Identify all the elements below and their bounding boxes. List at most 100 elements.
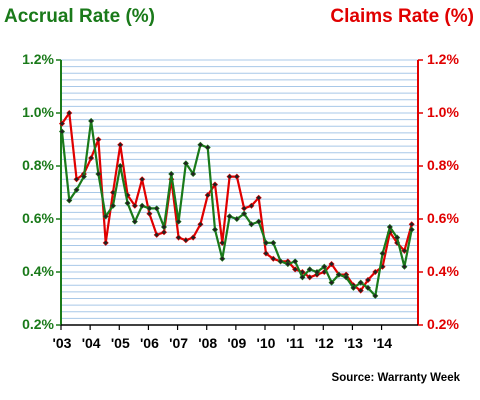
claims-rate-point (255, 194, 262, 201)
accrual-rate-point (241, 210, 248, 217)
right-y-tick-label: 0.8% (427, 157, 459, 173)
accrual-rate-title: Accrual Rate (%) (4, 6, 155, 27)
accrual-rate-point (299, 274, 306, 281)
accrual-rate-point (73, 186, 80, 193)
left-y-tick-label: 0.8% (22, 157, 54, 173)
claims-rate-point (211, 181, 219, 188)
right-y-tick-label: 1.2% (427, 51, 459, 67)
right-y-tick-label: 0.6% (427, 210, 459, 226)
left-y-tick-label: 1.2% (22, 51, 54, 67)
accrual-rate-point (139, 202, 146, 209)
claims-rate-point (233, 173, 240, 180)
accrual-rate-point (350, 284, 357, 291)
claims-rate-point (182, 237, 189, 244)
accrual-rate-point (233, 215, 240, 223)
accrual-rate-point (248, 221, 255, 228)
x-tick-label: '09 (227, 335, 247, 351)
x-tick-label: '04 (81, 335, 101, 351)
claims-rate-point (95, 136, 102, 143)
x-tick-label: '07 (169, 335, 189, 351)
claims-rate-point (160, 229, 168, 236)
accrual-rate-point (386, 223, 393, 230)
accrual-rate-point (401, 263, 408, 270)
claims-rate-point (102, 239, 109, 246)
accrual-rate-point (109, 202, 117, 209)
accrual-rate-point (197, 141, 204, 148)
right-y-tick-label: 1.0% (427, 104, 459, 120)
left-y-tick-label: 0.2% (22, 316, 54, 332)
accrual-rate-point (117, 162, 124, 170)
accrual-rate-point (80, 173, 87, 180)
accrual-rate-point (204, 144, 211, 151)
x-tick-label: '11 (286, 335, 305, 351)
claims-rate-point (58, 120, 66, 127)
claims-rate-point (401, 247, 408, 254)
accrual-rate-point (131, 218, 138, 225)
accrual-rate-point (372, 292, 379, 299)
x-tick-label: '14 (373, 335, 393, 351)
claims-rate-point (262, 250, 270, 257)
accrual-rate-point (190, 170, 197, 177)
claims-rate-point (270, 255, 277, 262)
accrual-rate-point (160, 223, 168, 230)
accrual-rate-point (364, 284, 372, 291)
claims-rate-point (139, 176, 146, 183)
right-y-tick-label: 0.4% (427, 263, 459, 279)
accrual-rate-point (262, 239, 270, 246)
claims-rate-point (372, 268, 379, 276)
source-note: Source: Warranty Week (331, 372, 460, 384)
left-y-tick-label: 0.6% (22, 210, 54, 226)
accrual-rate-point (277, 258, 284, 265)
accrual-rate-point (219, 255, 226, 262)
accrual-rate-point (226, 213, 233, 220)
accrual-rate-point (66, 197, 73, 204)
accrual-rate-point (408, 226, 415, 233)
claims-rate-point (248, 202, 255, 209)
accrual-rate-point (284, 261, 291, 268)
left-y-tick-label: 0.4% (22, 263, 54, 279)
claims-rate-point (190, 234, 197, 241)
accrual-rate-point (146, 205, 153, 212)
x-tick-label: '08 (198, 335, 218, 351)
accrual-rate-point (175, 218, 182, 225)
claims-rate-point (364, 276, 372, 283)
claims-rate-point (175, 234, 182, 241)
accrual-rate-point (255, 218, 262, 225)
right-y-tick-label: 0.2% (427, 316, 459, 332)
x-tick-label: '12 (314, 335, 334, 351)
claims-rate-point (292, 266, 299, 273)
accrual-rate-point (357, 279, 364, 286)
x-tick-label: '05 (110, 335, 130, 351)
claims-rate-point (226, 173, 233, 180)
left-y-tick-label: 1.0% (22, 104, 54, 120)
x-tick-label: '03 (52, 335, 72, 351)
claims-rate-point (66, 109, 73, 117)
claims-rate-point (131, 202, 138, 209)
claims-rate-point (73, 176, 80, 183)
accrual-rate-point (394, 234, 401, 241)
x-tick-label: '10 (256, 335, 276, 351)
claims-rate-point (219, 239, 226, 246)
claims-rate-point (357, 287, 364, 294)
accrual-rate-point (102, 213, 109, 220)
accrual-rate-point (270, 239, 277, 246)
accrual-rate-point (88, 117, 95, 124)
accrual-rate-point (321, 263, 328, 270)
accrual-rate-point (335, 271, 342, 278)
accrual-rate-line (60, 119, 413, 297)
accrual-rate-point (124, 200, 131, 207)
claims-rate-point (146, 210, 153, 217)
accrual-rate-point (95, 170, 102, 177)
claims-rate-point (153, 231, 160, 238)
claims-rate-point (88, 155, 95, 162)
claims-rate-point (204, 192, 211, 199)
accrual-rate-point (58, 128, 66, 135)
accrual-rate-point (313, 268, 321, 276)
accrual-rate-point (379, 250, 386, 257)
x-tick-label: '13 (343, 335, 363, 351)
claims-rate-point (408, 221, 415, 228)
claims-rate-point (328, 261, 335, 268)
accrual-rate-point (168, 170, 175, 177)
